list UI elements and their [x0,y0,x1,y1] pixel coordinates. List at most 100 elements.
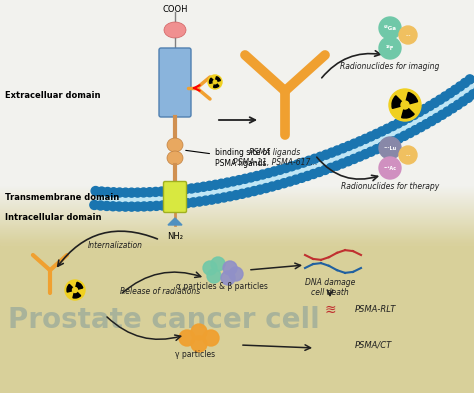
Wedge shape [401,105,414,118]
Circle shape [229,267,243,281]
Wedge shape [215,77,220,82]
Circle shape [171,200,180,209]
Circle shape [282,163,291,173]
Circle shape [338,144,347,153]
Circle shape [175,185,184,195]
Circle shape [213,194,222,203]
Bar [0,189,474,191]
Circle shape [179,330,195,346]
Circle shape [399,26,417,44]
Text: Prostate cancer cell: Prostate cancer cell [8,306,320,334]
Circle shape [203,261,217,275]
Circle shape [127,202,136,211]
Circle shape [415,108,424,116]
Circle shape [187,184,196,193]
Circle shape [163,187,172,196]
Circle shape [315,167,324,176]
Bar [0,203,474,205]
Circle shape [211,180,220,189]
Circle shape [102,202,111,210]
Circle shape [427,117,436,126]
Circle shape [460,79,469,87]
Circle shape [115,188,124,197]
Circle shape [299,158,308,167]
Text: Extracelluar domain: Extracelluar domain [5,90,100,99]
Circle shape [91,187,100,196]
Circle shape [379,137,401,159]
Text: ≋: ≋ [324,303,336,317]
Bar [0,235,474,237]
Bar [0,233,474,235]
Bar [0,191,474,193]
Circle shape [235,176,244,185]
Bar [0,205,474,207]
Text: PSMA-RLT: PSMA-RLT [355,305,396,314]
Bar [0,223,474,225]
Circle shape [399,146,417,164]
Circle shape [332,161,341,170]
Circle shape [115,202,124,211]
Circle shape [97,187,106,196]
Circle shape [304,156,313,165]
Circle shape [219,193,228,202]
Circle shape [436,95,445,104]
Circle shape [207,195,216,204]
Circle shape [366,132,375,141]
Circle shape [366,147,375,156]
Circle shape [372,145,381,154]
Circle shape [425,101,434,110]
Circle shape [399,116,408,125]
Text: Radionuclides for imaging: Radionuclides for imaging [340,62,440,71]
Circle shape [338,159,347,168]
Circle shape [344,141,353,151]
Circle shape [285,177,294,186]
Circle shape [404,113,413,122]
Circle shape [226,192,235,201]
Text: ...: ... [405,33,411,37]
Circle shape [127,188,136,197]
Circle shape [326,163,335,173]
Circle shape [287,162,296,171]
Circle shape [191,324,207,340]
Circle shape [327,148,336,157]
Circle shape [465,75,474,84]
Circle shape [195,197,204,206]
Text: Transmembrane domain: Transmembrane domain [5,193,119,202]
Circle shape [133,188,142,197]
Circle shape [333,146,342,155]
Circle shape [181,185,190,194]
Circle shape [121,188,130,197]
Circle shape [379,157,401,179]
Circle shape [383,140,392,149]
Circle shape [355,152,364,161]
Circle shape [309,169,318,178]
Circle shape [432,114,441,123]
Circle shape [103,187,112,196]
Circle shape [193,183,202,192]
Bar [0,241,474,243]
Circle shape [267,182,276,191]
Circle shape [469,90,474,99]
Circle shape [310,154,319,163]
Circle shape [389,137,398,146]
Circle shape [191,336,207,352]
Bar [0,215,474,217]
Wedge shape [405,92,418,105]
Circle shape [250,187,259,196]
Circle shape [223,261,237,275]
Circle shape [458,97,467,106]
Circle shape [350,139,359,148]
Circle shape [361,134,370,143]
Circle shape [169,186,178,195]
Circle shape [292,175,300,184]
Circle shape [228,177,237,186]
Circle shape [223,178,232,187]
Circle shape [321,150,330,159]
Text: COOH: COOH [162,5,188,14]
Circle shape [65,280,85,300]
Bar [0,227,474,229]
Circle shape [441,92,450,101]
Text: binding site of
PSMA ligands: binding site of PSMA ligands [186,148,270,168]
Circle shape [416,123,425,132]
Circle shape [262,184,271,193]
